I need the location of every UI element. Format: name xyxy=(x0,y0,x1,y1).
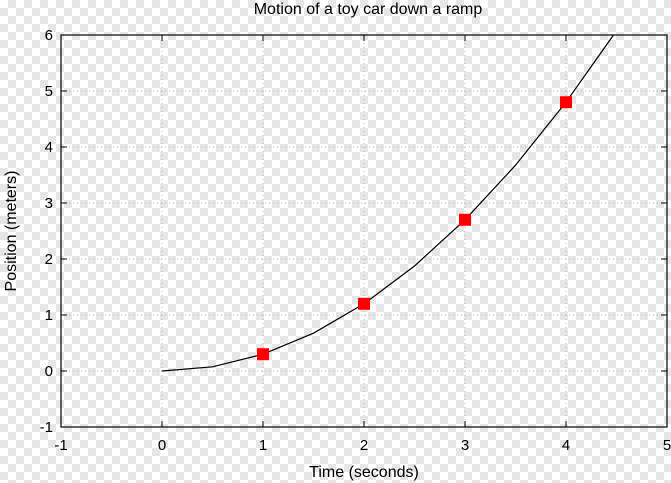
x-tick-label: 0 xyxy=(158,437,166,454)
ticks xyxy=(60,34,668,428)
tick-labels: -1 0 1 2 3 4 5 -1 0 1 2 3 4 5 6 xyxy=(40,27,671,454)
chart-title: Motion of a toy car down a ramp xyxy=(254,1,483,18)
data-point xyxy=(358,297,370,310)
y-tick-label: 2 xyxy=(45,251,53,268)
y-tick-label: -1 xyxy=(40,419,53,436)
x-tick-label: 2 xyxy=(360,437,368,454)
y-tick-label: 3 xyxy=(45,195,53,212)
data-point xyxy=(257,348,269,361)
grid xyxy=(61,35,667,427)
y-tick-label: 5 xyxy=(45,83,53,100)
y-tick-label: 1 xyxy=(45,307,53,324)
fit-curve-line xyxy=(161,34,614,372)
y-axis-title: Position (meters) xyxy=(3,171,20,292)
x-tick-label: 4 xyxy=(562,437,570,454)
x-tick-label: -1 xyxy=(54,437,67,454)
y-tick-label: 6 xyxy=(45,27,53,44)
x-tick-label: 3 xyxy=(461,437,469,454)
x-tick-label: 5 xyxy=(663,437,671,454)
y-tick-label: 0 xyxy=(45,363,53,380)
data-points xyxy=(257,96,572,361)
x-tick-label: 1 xyxy=(259,437,267,454)
y-tick-label: 4 xyxy=(45,139,53,156)
data-point xyxy=(459,213,471,226)
plot-frame xyxy=(60,34,668,428)
data-point xyxy=(560,96,572,109)
x-axis-title: Time (seconds) xyxy=(309,464,419,481)
